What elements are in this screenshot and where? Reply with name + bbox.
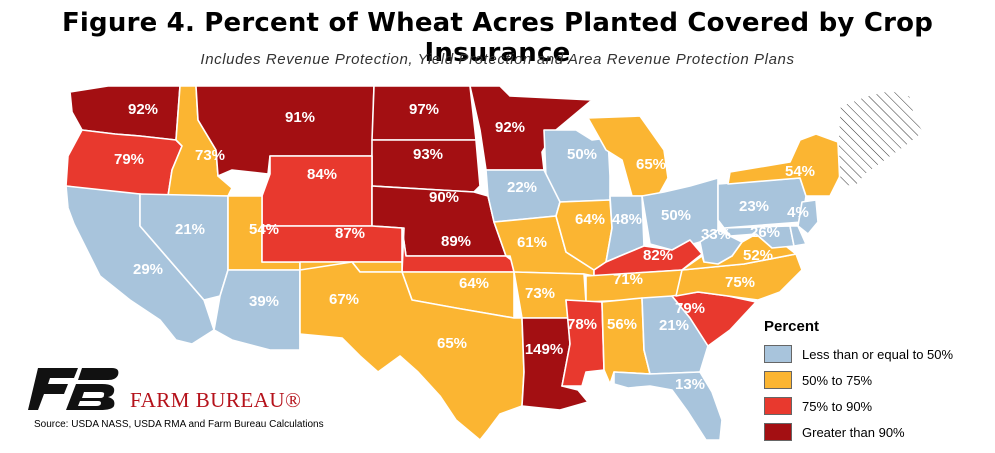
state-label-ut: 54%	[249, 221, 279, 238]
state-az	[213, 269, 301, 351]
legend-title: Percent	[764, 318, 820, 335]
state-label-co: 87%	[335, 225, 365, 242]
legend-item: 50% to 75%	[764, 370, 872, 390]
state-de	[789, 225, 807, 247]
state-label-in: 48%	[612, 211, 642, 228]
legend-swatch	[764, 423, 792, 441]
state-label-wy: 84%	[307, 166, 337, 183]
state-label-sd: 93%	[413, 146, 443, 163]
state-label-mi: 65%	[636, 156, 666, 173]
state-label-tn: 71%	[613, 271, 643, 288]
state-label-al: 56%	[607, 316, 637, 333]
state-label-pa: 23%	[739, 198, 769, 215]
legend-label: 50% to 75%	[802, 372, 873, 388]
state-label-va: 52%	[743, 247, 773, 264]
state-label-oh: 50%	[661, 207, 691, 224]
state-label-nv: 21%	[175, 221, 205, 238]
state-ne-region	[837, 89, 925, 187]
legend-swatch	[764, 371, 792, 389]
state-label-ny: 54%	[785, 163, 815, 180]
legend-label: Greater than 90%	[802, 424, 905, 440]
legend-label: 75% to 90%	[802, 398, 873, 414]
state-label-ok: 64%	[459, 275, 489, 292]
state-label-or: 79%	[114, 151, 144, 168]
state-label-mn: 92%	[495, 119, 525, 136]
state-label-nm: 67%	[329, 291, 359, 308]
state-tx	[299, 261, 525, 441]
state-label-ga: 21%	[659, 317, 689, 334]
state-label-md: 26%	[750, 224, 780, 241]
state-label-ia: 22%	[507, 179, 537, 196]
state-label-fl: 13%	[675, 376, 705, 393]
state-label-la: 149%	[525, 341, 563, 358]
state-label-il: 64%	[575, 211, 605, 228]
legend-item: 75% to 90%	[764, 396, 872, 416]
legend-item: Less than or equal to 50%	[764, 344, 953, 364]
state-label-nj: 4%	[787, 204, 809, 221]
state-label-mo: 61%	[517, 234, 547, 251]
legend-swatch	[764, 397, 792, 415]
figure-title: Figure 4. Percent of Wheat Acres Planted…	[61, 8, 934, 68]
state-fl	[613, 371, 723, 441]
state-label-tx: 65%	[437, 335, 467, 352]
state-label-ne: 90%	[429, 189, 459, 206]
farm-bureau-logo-icon	[28, 368, 119, 410]
state-label-ca: 29%	[133, 261, 163, 278]
figure-subtitle: Includes Revenue Protection, Yield Prote…	[200, 51, 795, 68]
state-label-sc: 79%	[675, 300, 705, 317]
state-label-ky: 82%	[643, 247, 673, 264]
legend-item: Greater than 90%	[764, 422, 905, 442]
state-co	[261, 225, 403, 263]
state-label-ms: 78%	[567, 316, 597, 333]
state-label-ks: 89%	[441, 233, 471, 250]
source-note: Source: USDA NASS, USDA RMA and Farm Bur…	[34, 419, 324, 430]
state-wv	[699, 229, 743, 265]
state-label-wi: 50%	[567, 146, 597, 163]
state-label-az: 39%	[249, 293, 279, 310]
state-label-mt: 91%	[285, 109, 315, 126]
state-label-wa: 92%	[128, 101, 158, 118]
state-label-wv: 33%	[701, 226, 731, 243]
state-nj	[797, 199, 819, 235]
legend-swatch	[764, 345, 792, 363]
legend-label: Less than or equal to 50%	[802, 346, 954, 362]
state-label-nd: 97%	[409, 101, 439, 118]
farm-bureau-wordmark: FARM BUREAU®	[130, 388, 302, 412]
state-label-ar: 73%	[525, 285, 555, 302]
state-label-id: 73%	[195, 147, 225, 164]
state-label-nc: 75%	[725, 274, 755, 291]
